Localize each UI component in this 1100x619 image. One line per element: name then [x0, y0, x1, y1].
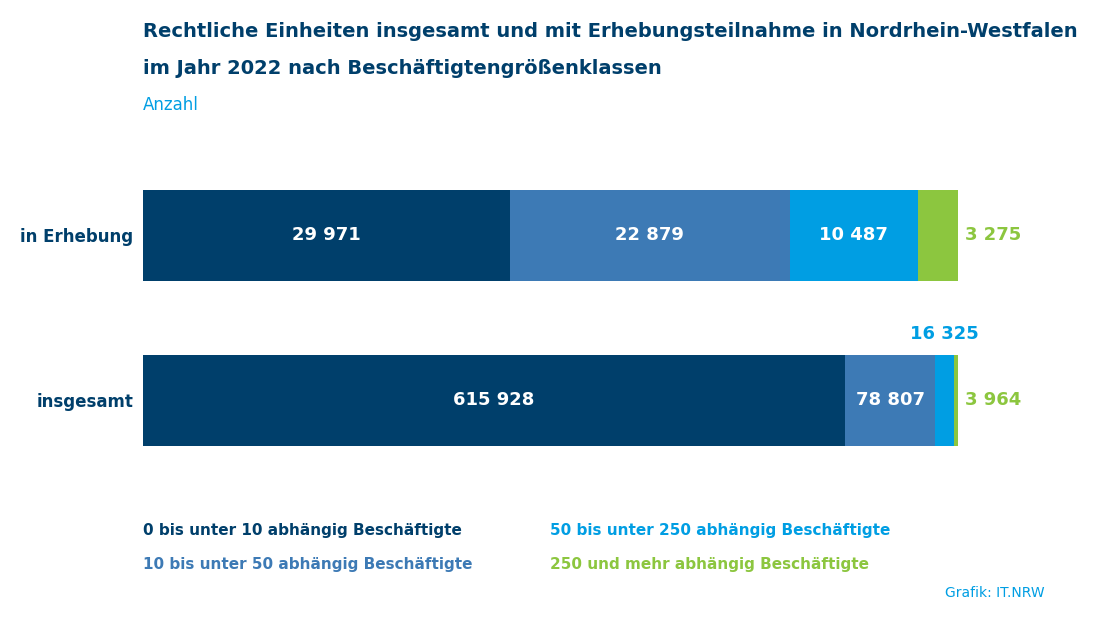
Text: Grafik: IT.NRW: Grafik: IT.NRW	[945, 586, 1045, 600]
Text: 3 964: 3 964	[965, 391, 1021, 409]
Text: 16 325: 16 325	[910, 326, 979, 344]
Text: Anzahl: Anzahl	[143, 96, 199, 114]
Bar	[790, 190, 918, 280]
Text: 250 und mehr abhängig Beschäftigte: 250 und mehr abhängig Beschäftigte	[550, 557, 869, 572]
Text: im Jahr 2022 nach Beschäftigtengrößenklassen: im Jahr 2022 nach Beschäftigtengrößenkla…	[143, 59, 662, 78]
Bar	[935, 355, 954, 446]
Bar	[918, 190, 958, 280]
Text: 29 971: 29 971	[292, 226, 361, 245]
Text: 10 bis unter 50 abhängig Beschäftigte: 10 bis unter 50 abhängig Beschäftigte	[143, 557, 473, 572]
Text: 50 bis unter 250 abhängig Beschäftigte: 50 bis unter 250 abhängig Beschäftigte	[550, 523, 890, 538]
Text: 78 807: 78 807	[856, 391, 925, 409]
Bar	[143, 190, 509, 280]
Bar	[954, 355, 958, 446]
Text: 615 928: 615 928	[453, 391, 535, 409]
Text: 0 bis unter 10 abhängig Beschäftigte: 0 bis unter 10 abhängig Beschäftigte	[143, 523, 462, 538]
Text: 10 487: 10 487	[820, 226, 889, 245]
Bar	[845, 355, 935, 446]
Bar	[143, 355, 845, 446]
Bar	[509, 190, 790, 280]
Text: 3 275: 3 275	[965, 226, 1021, 245]
Text: Rechtliche Einheiten insgesamt und mit Erhebungsteilnahme in Nordrhein-Westfalen: Rechtliche Einheiten insgesamt und mit E…	[143, 22, 1078, 41]
Text: 22 879: 22 879	[615, 226, 684, 245]
